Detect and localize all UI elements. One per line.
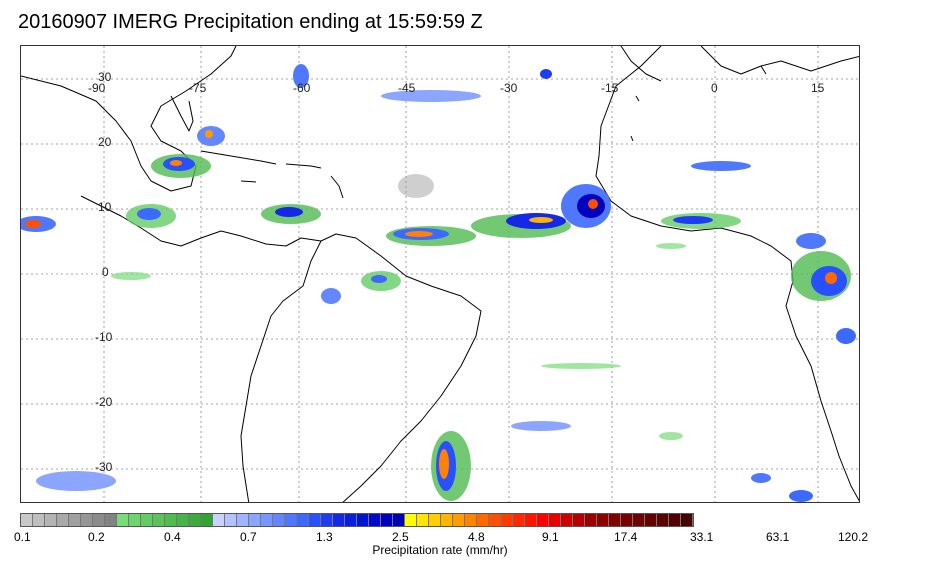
colorbar-cell — [429, 514, 441, 526]
colorbar-tick-label: 120.2 — [838, 530, 869, 544]
colorbar-cell — [309, 514, 321, 526]
colorbar-cell — [597, 514, 609, 526]
lat-label: 0 — [102, 265, 109, 279]
colorbar-tick-label: 4.8 — [468, 530, 485, 544]
colorbar-cell — [117, 514, 129, 526]
colorbar-cell — [237, 514, 249, 526]
colorbar — [20, 513, 694, 527]
graticule — [21, 46, 859, 502]
colorbar-cell — [561, 514, 573, 526]
colorbar-cell — [357, 514, 369, 526]
precipitation-field — [21, 64, 856, 502]
colorbar-cell — [153, 514, 165, 526]
colorbar-cell — [477, 514, 489, 526]
colorbar-tick-label: 0.2 — [88, 530, 105, 544]
colorbar-cell — [285, 514, 297, 526]
colorbar-cell — [249, 514, 261, 526]
colorbar-cell — [381, 514, 393, 526]
colorbar-cell — [201, 514, 213, 526]
colorbar-cell — [57, 514, 69, 526]
lat-label: -10 — [95, 330, 113, 344]
colorbar-cell — [441, 514, 453, 526]
colorbar-cell — [321, 514, 333, 526]
lon-label: -45 — [398, 81, 416, 95]
colorbar-cell — [165, 514, 177, 526]
colorbar-cell — [453, 514, 465, 526]
colorbar-cell — [633, 514, 645, 526]
colorbar-cell — [405, 514, 417, 526]
colorbar-cell — [621, 514, 633, 526]
colorbar-cell — [609, 514, 621, 526]
colorbar-tick-label: 2.5 — [392, 530, 409, 544]
colorbar-cell — [69, 514, 81, 526]
colorbar-cell — [585, 514, 597, 526]
colorbar-cell — [537, 514, 549, 526]
colorbar-cell — [681, 514, 693, 526]
colorbar-cell — [45, 514, 57, 526]
colorbar-tick-label: 0.7 — [240, 530, 257, 544]
colorbar-cell — [645, 514, 657, 526]
colorbar-cell — [525, 514, 537, 526]
colorbar-cell — [669, 514, 681, 526]
colorbar-cell — [513, 514, 525, 526]
lat-label: 10 — [98, 200, 112, 214]
colorbar-cell — [141, 514, 153, 526]
colorbar-cell — [225, 514, 237, 526]
colorbar-cell — [417, 514, 429, 526]
colorbar-cell — [81, 514, 93, 526]
lon-label: 0 — [711, 81, 718, 95]
colorbar-cell — [345, 514, 357, 526]
colorbar-cell — [189, 514, 201, 526]
map-canvas — [21, 46, 859, 502]
colorbar-tick-label: 0.4 — [164, 530, 181, 544]
colorbar-cell — [273, 514, 285, 526]
lon-label: -15 — [601, 81, 619, 95]
colorbar-tick-label: 63.1 — [766, 530, 790, 544]
colorbar-cell — [105, 514, 117, 526]
colorbar-cell — [129, 514, 141, 526]
colorbar-cell — [501, 514, 513, 526]
lon-label: -30 — [500, 81, 518, 95]
colorbar-tick-label: 9.1 — [542, 530, 559, 544]
colorbar-cell — [393, 514, 405, 526]
lon-label: 15 — [811, 81, 825, 95]
colorbar-tick-label: 33.1 — [690, 530, 714, 544]
colorbar-cell — [573, 514, 585, 526]
colorbar-cell — [261, 514, 273, 526]
colorbar-cell — [297, 514, 309, 526]
lon-label: -90 — [88, 81, 106, 95]
colorbar-cell — [93, 514, 105, 526]
colorbar-cell — [177, 514, 189, 526]
lon-label: -75 — [189, 81, 207, 95]
colorbar-tick-label: 1.3 — [316, 530, 333, 544]
lon-label: -60 — [293, 81, 311, 95]
colorbar-tick-label: 17.4 — [614, 530, 638, 544]
lat-label: 20 — [98, 135, 112, 149]
colorbar-cell — [21, 514, 33, 526]
colorbar-tick-label: 0.1 — [14, 530, 31, 544]
colorbar-cell — [549, 514, 561, 526]
colorbar-cell — [465, 514, 477, 526]
colorbar-cell — [657, 514, 669, 526]
colorbar-cell — [369, 514, 381, 526]
colorbar-cell — [333, 514, 345, 526]
lat-label: -30 — [95, 460, 113, 474]
lat-label: -20 — [95, 395, 113, 409]
lat-label: 30 — [98, 70, 112, 84]
map-frame: -90 -75 -60 -45 -30 -15 0 15 30 20 10 0 … — [20, 45, 860, 503]
colorbar-cell — [213, 514, 225, 526]
colorbar-caption: Precipitation rate (mm/hr) — [372, 543, 508, 557]
colorbar-cell — [33, 514, 45, 526]
map-title: 20160907 IMERG Precipitation ending at 1… — [18, 11, 483, 33]
colorbar-cell — [489, 514, 501, 526]
